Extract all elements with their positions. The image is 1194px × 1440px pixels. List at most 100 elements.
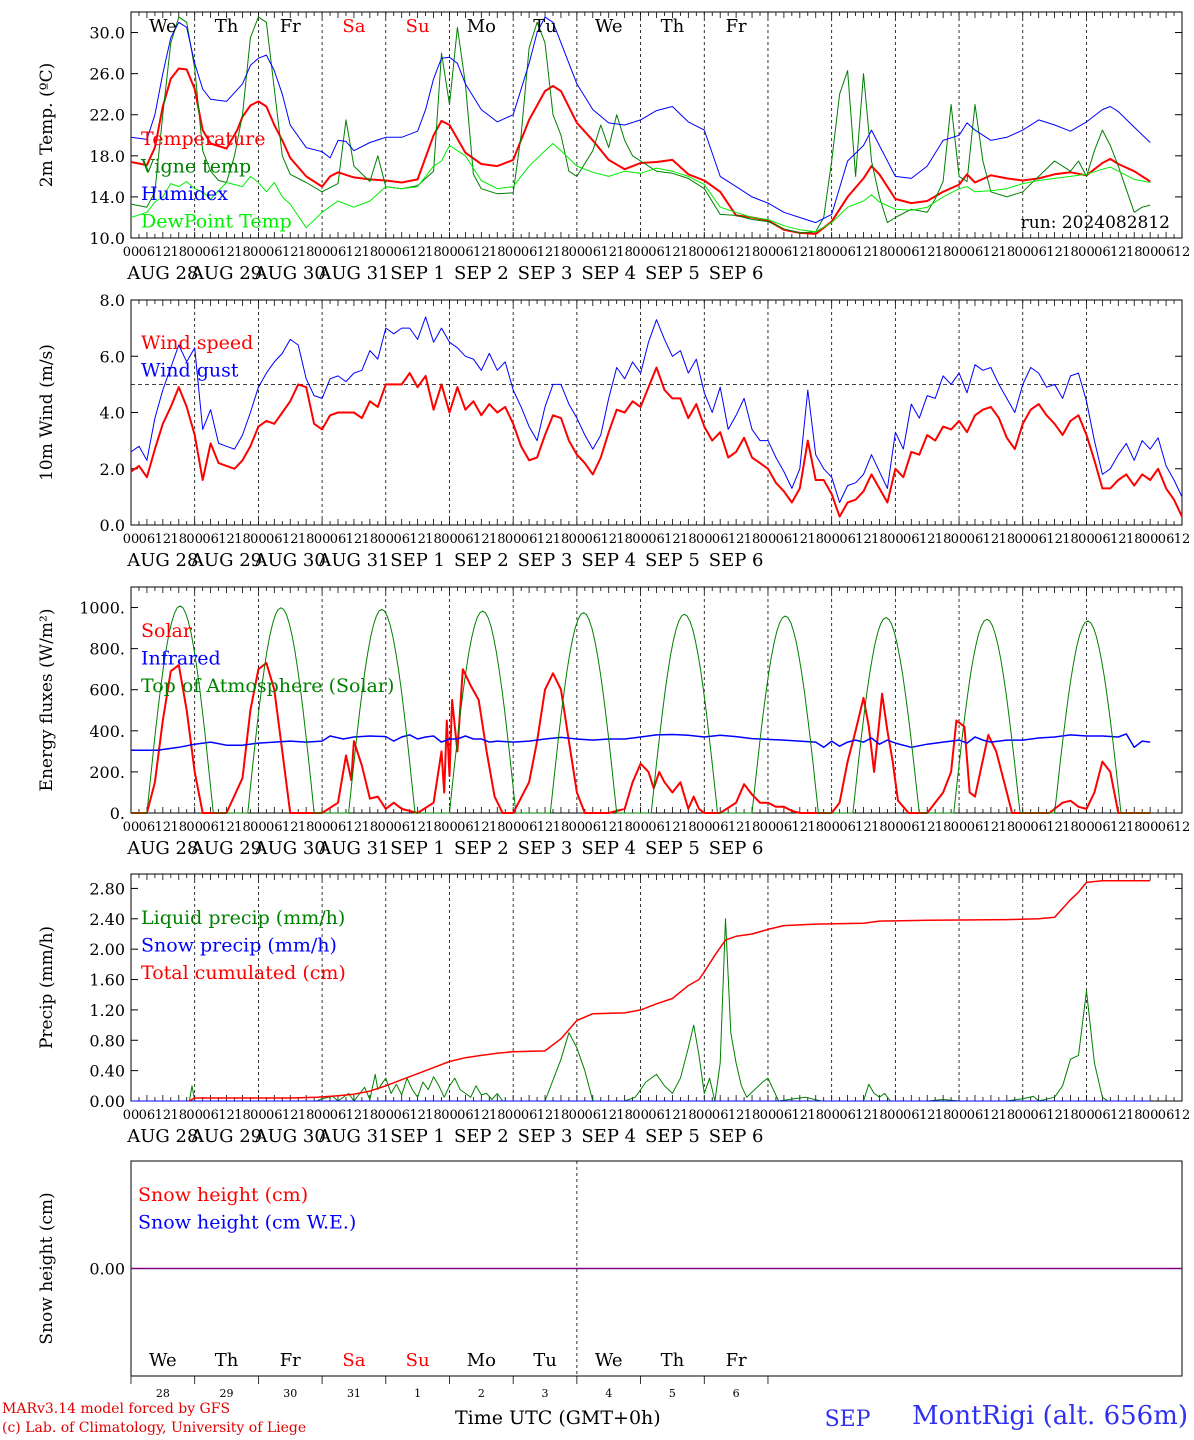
hour-label: 18 <box>489 1108 506 1123</box>
hour-label: 00 <box>696 820 713 835</box>
legend-entry: Wind gust <box>141 360 239 382</box>
hour-label: 12 <box>1046 245 1063 260</box>
y-tick-label: 22.0 <box>89 106 125 125</box>
date-label: SEP 2 <box>454 263 509 284</box>
hour-label: 12 <box>473 245 490 260</box>
hour-label: 12 <box>1110 532 1127 547</box>
hour-label: 12 <box>600 1108 617 1123</box>
hour-label: 06 <box>1094 820 1111 835</box>
hour-label: 00 <box>887 820 904 835</box>
hour-label: 12 <box>473 820 490 835</box>
hour-label: 12 <box>1046 1108 1063 1123</box>
date-label: AUG 31 <box>317 838 389 859</box>
hour-label: 00 <box>123 245 140 260</box>
hour-label: 18 <box>489 245 506 260</box>
hour-label: 18 <box>1062 532 1079 547</box>
hour-label: 00 <box>186 820 203 835</box>
hour-label: 06 <box>1158 245 1175 260</box>
hour-label: 00 <box>887 1108 904 1123</box>
hour-label: 06 <box>457 820 474 835</box>
legend-entry: DewPoint Temp <box>141 211 292 233</box>
hour-label: 06 <box>585 245 602 260</box>
series-energy-2 <box>131 605 1151 814</box>
hour-label: 12 <box>728 820 745 835</box>
series-wind-0 <box>130 366 1183 518</box>
hour-label: 00 <box>378 532 395 547</box>
hour-label: 18 <box>298 532 315 547</box>
hour-label: 18 <box>170 245 187 260</box>
legend-entry: Top of Atmosphere (Solar) <box>141 675 394 697</box>
date-label: SEP 6 <box>709 838 764 859</box>
hour-label: 00 <box>760 820 777 835</box>
hour-label: 00 <box>378 820 395 835</box>
hour-label: 06 <box>139 820 156 835</box>
hour-label: 18 <box>871 1108 888 1123</box>
hour-label: 18 <box>744 1108 761 1123</box>
y-tick-label: 2.40 <box>89 910 125 929</box>
hour-label: 12 <box>792 245 809 260</box>
hour-label: 12 <box>409 820 426 835</box>
hour-label: 18 <box>935 532 952 547</box>
hour-label: 06 <box>330 820 347 835</box>
hour-label: 12 <box>983 245 1000 260</box>
hour-label: 00 <box>250 245 267 260</box>
day-number-label: 3 <box>542 1387 549 1400</box>
date-label: AUG 29 <box>190 550 262 571</box>
hour-label: 18 <box>871 245 888 260</box>
date-label: SEP 2 <box>454 838 509 859</box>
hour-label: 00 <box>823 820 840 835</box>
hour-label: 00 <box>505 245 522 260</box>
hour-label: 18 <box>616 532 633 547</box>
legend-entry: Vigne temp <box>140 156 251 178</box>
hour-label: 12 <box>346 245 363 260</box>
hour-label: 06 <box>457 1108 474 1123</box>
date-label: AUG 29 <box>190 838 262 859</box>
weekday-label: Th <box>215 16 239 37</box>
hour-label: 18 <box>362 820 379 835</box>
y-tick-label: 1.60 <box>89 971 125 990</box>
hour-label: 12 <box>983 1108 1000 1123</box>
hour-label: 12 <box>218 820 235 835</box>
hour-label: 12 <box>1046 532 1063 547</box>
hour-label: 06 <box>1030 532 1047 547</box>
hour-label: 18 <box>1062 1108 1079 1123</box>
hour-label: 12 <box>1110 820 1127 835</box>
legend-entry: Wind speed <box>141 332 253 354</box>
hour-label: 06 <box>393 245 410 260</box>
legend-entry: Snow height (cm) <box>138 1184 308 1206</box>
hour-label: 00 <box>505 532 522 547</box>
hour-label: 12 <box>155 1108 172 1123</box>
hour-label: 06 <box>457 532 474 547</box>
hour-label: 00 <box>505 820 522 835</box>
panel-precip: 00 06 12 18 00 06 12 18 00 06 12 18 00 06 12 18 00 06 12 18… <box>37 873 1190 1147</box>
hour-label: 06 <box>839 1108 856 1123</box>
hour-label: 18 <box>489 532 506 547</box>
weekday-label: Fr <box>726 16 747 37</box>
hour-label: 06 <box>585 532 602 547</box>
panel-temp: 00 06 12 18 00 06 12 18 00 06 12 18 00 06 12 18 00 06 12 18… <box>37 11 1191 284</box>
day-number-label: 31 <box>347 1387 361 1400</box>
date-label: SEP 2 <box>454 550 509 571</box>
hour-label: 12 <box>218 1108 235 1123</box>
y-tick-label: 0.0 <box>100 516 125 535</box>
hour-label: 18 <box>744 820 761 835</box>
date-label: AUG 28 <box>126 1126 198 1147</box>
hour-label: 06 <box>967 1108 984 1123</box>
hour-label: 12 <box>983 532 1000 547</box>
hour-label: 00 <box>760 532 777 547</box>
y-axis-label: Precip (mm/h) <box>37 926 57 1049</box>
y-tick-label: 8.0 <box>100 291 125 310</box>
hour-label: 18 <box>553 245 570 260</box>
hour-label: 12 <box>1174 245 1191 260</box>
date-label: AUG 29 <box>190 1126 262 1147</box>
hour-label: 00 <box>887 532 904 547</box>
hour-label: 12 <box>1174 820 1191 835</box>
hour-label: 12 <box>792 1108 809 1123</box>
y-tick-label: 1.20 <box>89 1001 125 1020</box>
y-axis-label: Energy fluxes (W/m²) <box>37 609 57 792</box>
hour-label: 00 <box>250 1108 267 1123</box>
credit-model-line: MARv3.14 model forced by GFS <box>2 1401 231 1417</box>
hour-label: 06 <box>648 245 665 260</box>
hour-label: 12 <box>409 1108 426 1123</box>
